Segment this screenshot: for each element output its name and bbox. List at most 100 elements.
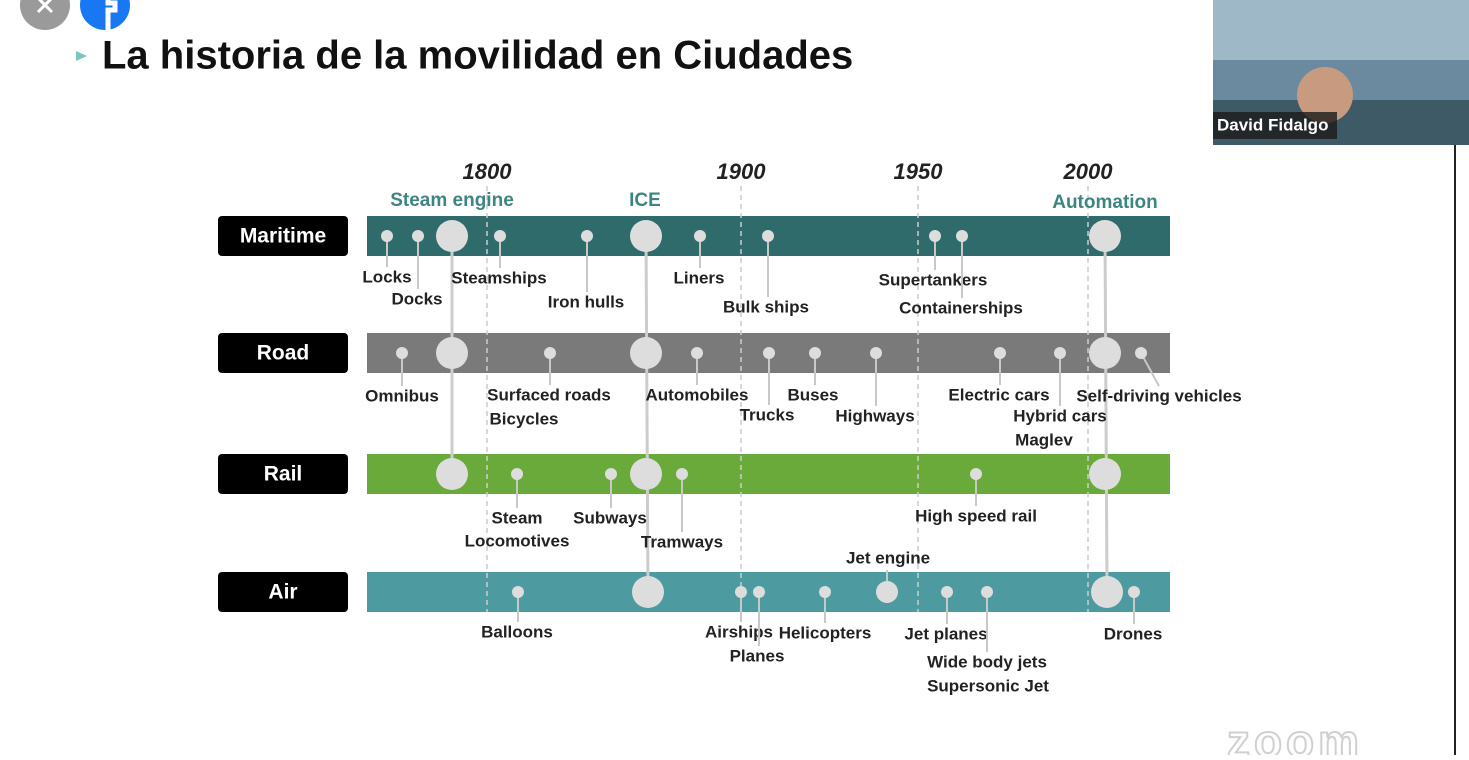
name-tag [1213, 112, 1337, 139]
event-dot [735, 586, 747, 598]
row-label-box [218, 454, 348, 494]
bullet [76, 51, 87, 61]
event-label: Locomotives [465, 531, 570, 550]
event-label: Bicycles [490, 409, 559, 428]
event-label: Locks [362, 267, 411, 286]
event-label: Buses [787, 385, 838, 404]
technology-link [1103, 235, 1109, 593]
event-dot [941, 586, 953, 598]
event-dot [494, 230, 506, 242]
event-dot [956, 230, 968, 242]
technology-circle [436, 220, 468, 252]
event-dot [809, 347, 821, 359]
event-label: Planes [730, 646, 785, 665]
event-label: Automobiles [646, 385, 749, 404]
event-label: Hybrid cars [1013, 406, 1107, 425]
row-label: Rail [264, 463, 303, 486]
event-label: Steamships [451, 268, 546, 287]
row-label: Air [268, 581, 297, 604]
technology-label: ICE [629, 190, 661, 211]
row-label-box [218, 572, 348, 612]
participant-name: David Fidalgo [1217, 115, 1328, 134]
event-dot [994, 347, 1006, 359]
event-label: Maglev [1015, 430, 1073, 449]
event-dot [581, 230, 593, 242]
event-label: Self-driving vehicles [1076, 386, 1241, 405]
technology-circle [1089, 220, 1121, 252]
technology-circle [630, 458, 662, 490]
event-label: High speed rail [915, 506, 1037, 525]
event-dot [981, 586, 993, 598]
event-label: Tramways [641, 532, 723, 551]
event-label: Airships [705, 622, 773, 641]
zoom-watermark: zoom [1227, 715, 1363, 755]
event-label: Electric cars [948, 385, 1049, 404]
row-bar [367, 454, 1170, 494]
event-label: Jet planes [904, 624, 987, 643]
event-label: Supertankers [879, 270, 988, 289]
close-icon [36, 0, 54, 14]
event-dot [929, 230, 941, 242]
technology-label: Automation [1052, 192, 1158, 213]
event-label: Iron hulls [548, 292, 625, 311]
event-dot [763, 347, 775, 359]
event-dot [1128, 586, 1140, 598]
event-label: Steam [491, 508, 542, 527]
event-dot [694, 230, 706, 242]
row-label-box [218, 333, 348, 373]
technology-circle [436, 458, 468, 490]
event-dot [870, 347, 882, 359]
technology-circle [436, 337, 468, 369]
year-label: 1900 [717, 159, 767, 184]
event-dot [753, 586, 765, 598]
event-leader [1140, 352, 1160, 387]
year-label: 1950 [894, 159, 944, 184]
technology-circle [1089, 337, 1121, 369]
event-label: Containerships [899, 298, 1023, 317]
event-label: Drones [1104, 624, 1163, 643]
row-label-box [218, 216, 348, 256]
facebook-icon [105, 0, 118, 30]
event-dot [1054, 347, 1066, 359]
event-label: Highways [835, 406, 914, 425]
event-dot [381, 230, 393, 242]
event-dot [762, 230, 774, 242]
close-button[interactable] [20, 0, 70, 30]
event-dot [970, 468, 982, 480]
row-bar [367, 572, 1170, 612]
year-label: 1800 [463, 159, 513, 184]
event-dot [691, 347, 703, 359]
event-dot [819, 586, 831, 598]
event-label: Surfaced roads [487, 385, 611, 404]
event-dot [512, 586, 524, 598]
facebook-button[interactable] [80, 0, 130, 30]
event-dot [605, 468, 617, 480]
event-dot [876, 581, 898, 603]
technology-circle [632, 576, 664, 608]
technology-circle [630, 337, 662, 369]
event-dot [544, 347, 556, 359]
event-label: Bulk ships [723, 297, 809, 316]
event-label: Docks [391, 289, 442, 308]
row-label: Maritime [240, 225, 326, 248]
event-label: Supersonic Jet [927, 676, 1049, 695]
video-person [1297, 67, 1353, 123]
event-label: Helicopters [779, 623, 872, 642]
event-label: Liners [673, 268, 724, 287]
event-label: Wide body jets [927, 652, 1047, 671]
year-label: 2000 [1063, 159, 1114, 184]
technology-link [644, 235, 650, 593]
event-dot [511, 468, 523, 480]
slide-title: La historia de la movilidad en Ciudades [102, 34, 853, 78]
video-background [1213, 0, 1469, 60]
technology-circle [1091, 576, 1123, 608]
event-dot [1135, 347, 1147, 359]
technology-label: Steam engine [390, 190, 514, 211]
event-dot [676, 468, 688, 480]
event-dot [396, 347, 408, 359]
event-label: Subways [573, 508, 647, 527]
event-dot [412, 230, 424, 242]
technology-circle [1089, 458, 1121, 490]
